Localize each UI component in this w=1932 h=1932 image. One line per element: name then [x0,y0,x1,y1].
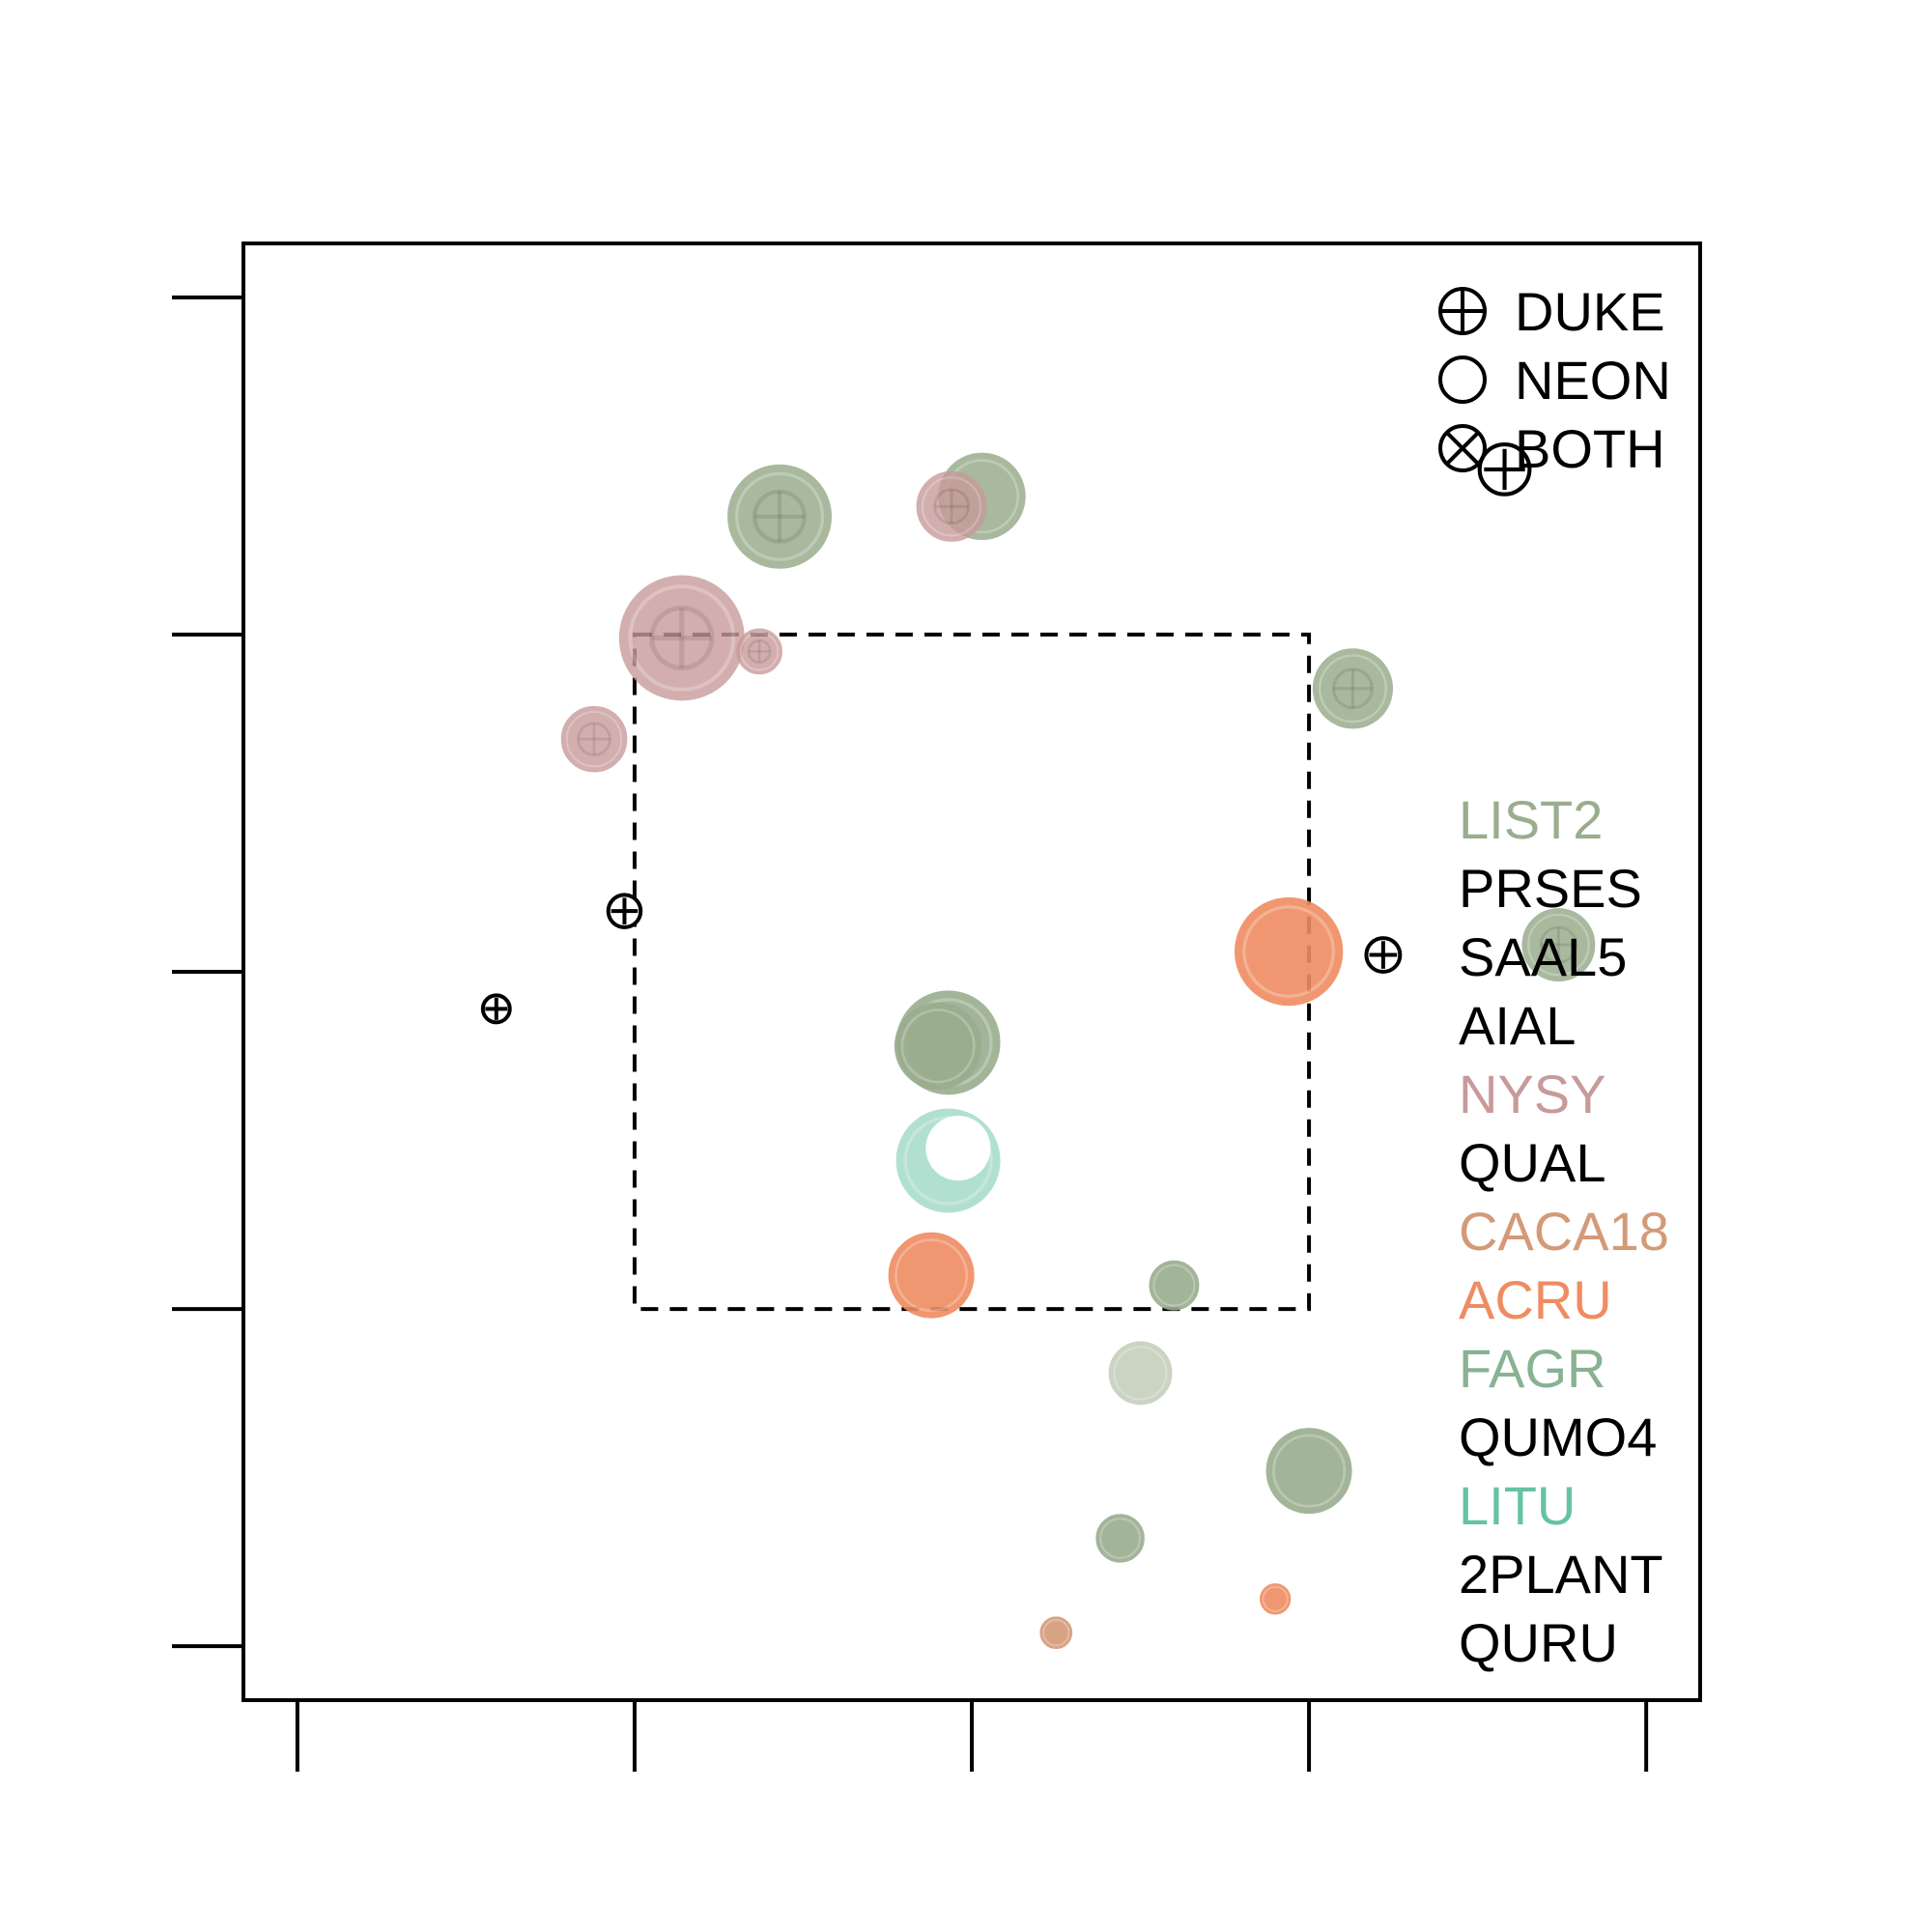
data-point [1149,1260,1200,1311]
site-legend-label: DUKE [1515,281,1665,342]
species-legend-label: FAGR [1459,1338,1605,1399]
data-point [888,1232,975,1319]
data-point [1234,896,1344,1007]
data-point [916,470,987,542]
site-legend-label: NEON [1515,350,1671,411]
species-legend-label: LIST2 [1459,789,1603,850]
data-point [560,705,628,773]
data-point [727,464,833,569]
site-legend-symbol [1438,424,1487,472]
data-point [1477,441,1532,497]
reference-box [632,632,1312,1312]
species-legend-label: SAAL5 [1459,926,1627,987]
data-point [1260,1583,1292,1615]
species-legend-label: ACRU [1459,1269,1612,1330]
data-point [894,1002,982,1091]
data-point [1108,1341,1173,1406]
data-point [895,1108,1001,1213]
data-point [736,628,782,675]
site-legend-symbol [1438,355,1487,404]
species-legend-label: QUMO4 [1459,1406,1657,1467]
point-highlight [925,1115,991,1181]
species-legend-label: LITU [1459,1475,1576,1536]
species-legend-label: QUAL [1459,1132,1606,1193]
site-legend-symbol [1438,287,1487,335]
species-legend-label: NYSY [1459,1064,1606,1124]
data-point [1265,1428,1352,1515]
data-point [1039,1616,1073,1650]
data-point [606,893,643,929]
data-point [1095,1514,1145,1563]
data-points [480,441,1596,1650]
y-axis [172,295,243,1649]
data-point [618,575,745,701]
species-legend-label: CACA18 [1459,1201,1669,1262]
x-axis [295,1700,1649,1772]
species-legend-label: AIAL [1459,995,1576,1056]
species-legend: LIST2 PRSES SAAL5 AIAL NYSY QUAL CACA18 ACRU FAG… [1459,789,1669,1673]
data-point [1312,648,1394,729]
data-point [1521,908,1596,982]
site-legend-label: BOTH [1515,418,1665,479]
species-legend-label: PRSES [1459,858,1642,919]
species-legend-label: QURU [1459,1612,1618,1673]
species-legend-label: 2PLANT [1459,1544,1663,1605]
data-point [480,993,512,1025]
data-point [1364,936,1403,975]
site-legend: DUKE NEON BOTH [1438,281,1671,479]
